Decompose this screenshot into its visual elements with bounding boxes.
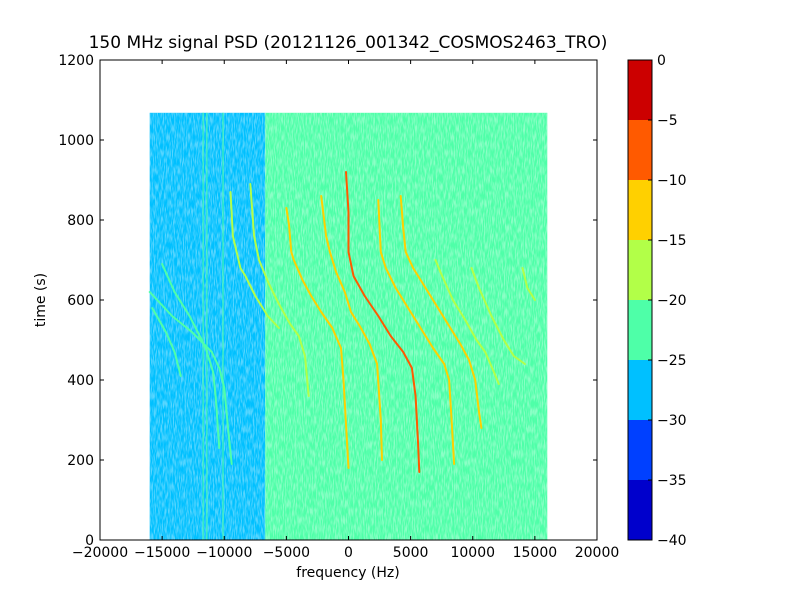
x-tick-label: 0 [344,545,353,561]
x-tick-label: 5000 [393,545,429,561]
x-tick-label: −10000 [196,545,252,561]
plot-area [99,59,598,541]
chart-title: 150 MHz signal PSD (20121126_001342_COSM… [89,33,608,53]
noise-texture [149,112,548,540]
signal-trace-11 [470,267,526,365]
x-tick-label: −15000 [134,545,190,561]
y-tick-label: 0 [85,533,94,549]
x-axis: −20000 −15000 −10000 −5000 0 5000 10000 15000 20… [72,60,619,561]
colorbar-tick-label: −35 [657,473,687,489]
colorbar-segment [628,480,652,540]
signal-trace-4 [249,183,310,397]
x-tick-label: −20000 [72,545,128,561]
y-tick-label: 1000 [58,133,94,149]
colorbar-tick-label: 0 [657,53,666,69]
x-tick-label: 20000 [575,545,620,561]
signal-trace-1 [161,263,221,449]
colorbar-tick-label: −30 [657,413,687,429]
x-tick-label: 10000 [450,545,495,561]
x-tick-label: −5000 [263,545,310,561]
x-axis-label: frequency (Hz) [296,565,399,581]
signal-trace-9 [399,195,483,429]
signal-trace-7 [345,171,421,473]
colorbar-tick-label: −10 [657,173,687,189]
colorbar-tick-label: −15 [657,233,687,249]
colorbar: 0 −5 −10 −15 −20 −25 −30 −35 −40 [627,53,687,549]
y-tick-label: 800 [67,213,94,229]
y-tick-label: 600 [67,293,94,309]
signal-trace-12 [521,267,536,301]
signal-trace-8 [377,199,456,465]
signal-trace-10 [434,259,500,385]
colorbar-segment [628,240,652,300]
x-tick-label: 15000 [513,545,558,561]
signal-trace-5 [285,207,350,469]
y-tick-label: 400 [67,373,94,389]
colorbar-segment [628,360,652,420]
colorbar-tick-label: −20 [657,293,687,309]
colorbar-segment [628,180,652,240]
y-axis: 0 200 400 600 800 1000 1200 [58,53,597,549]
colorbar-tick-label: −25 [657,353,687,369]
signal-trace-3 [229,191,280,329]
signal-trace-0 [148,291,233,465]
colorbar-tick-label: −5 [657,113,678,129]
y-tick-label: 1200 [58,53,94,69]
signal-trace-6 [320,195,383,461]
colorbar-segment [628,420,652,480]
spectrogram-layer [148,112,548,540]
y-axis-label: time (s) [33,273,49,327]
colorbar-segment [628,300,652,360]
y-tick-label: 200 [67,453,94,469]
colorbar-tick-label: −40 [657,533,687,549]
signal-trace-2 [151,307,182,377]
colorbar-segment [628,60,652,120]
colorbar-segment [628,120,652,180]
